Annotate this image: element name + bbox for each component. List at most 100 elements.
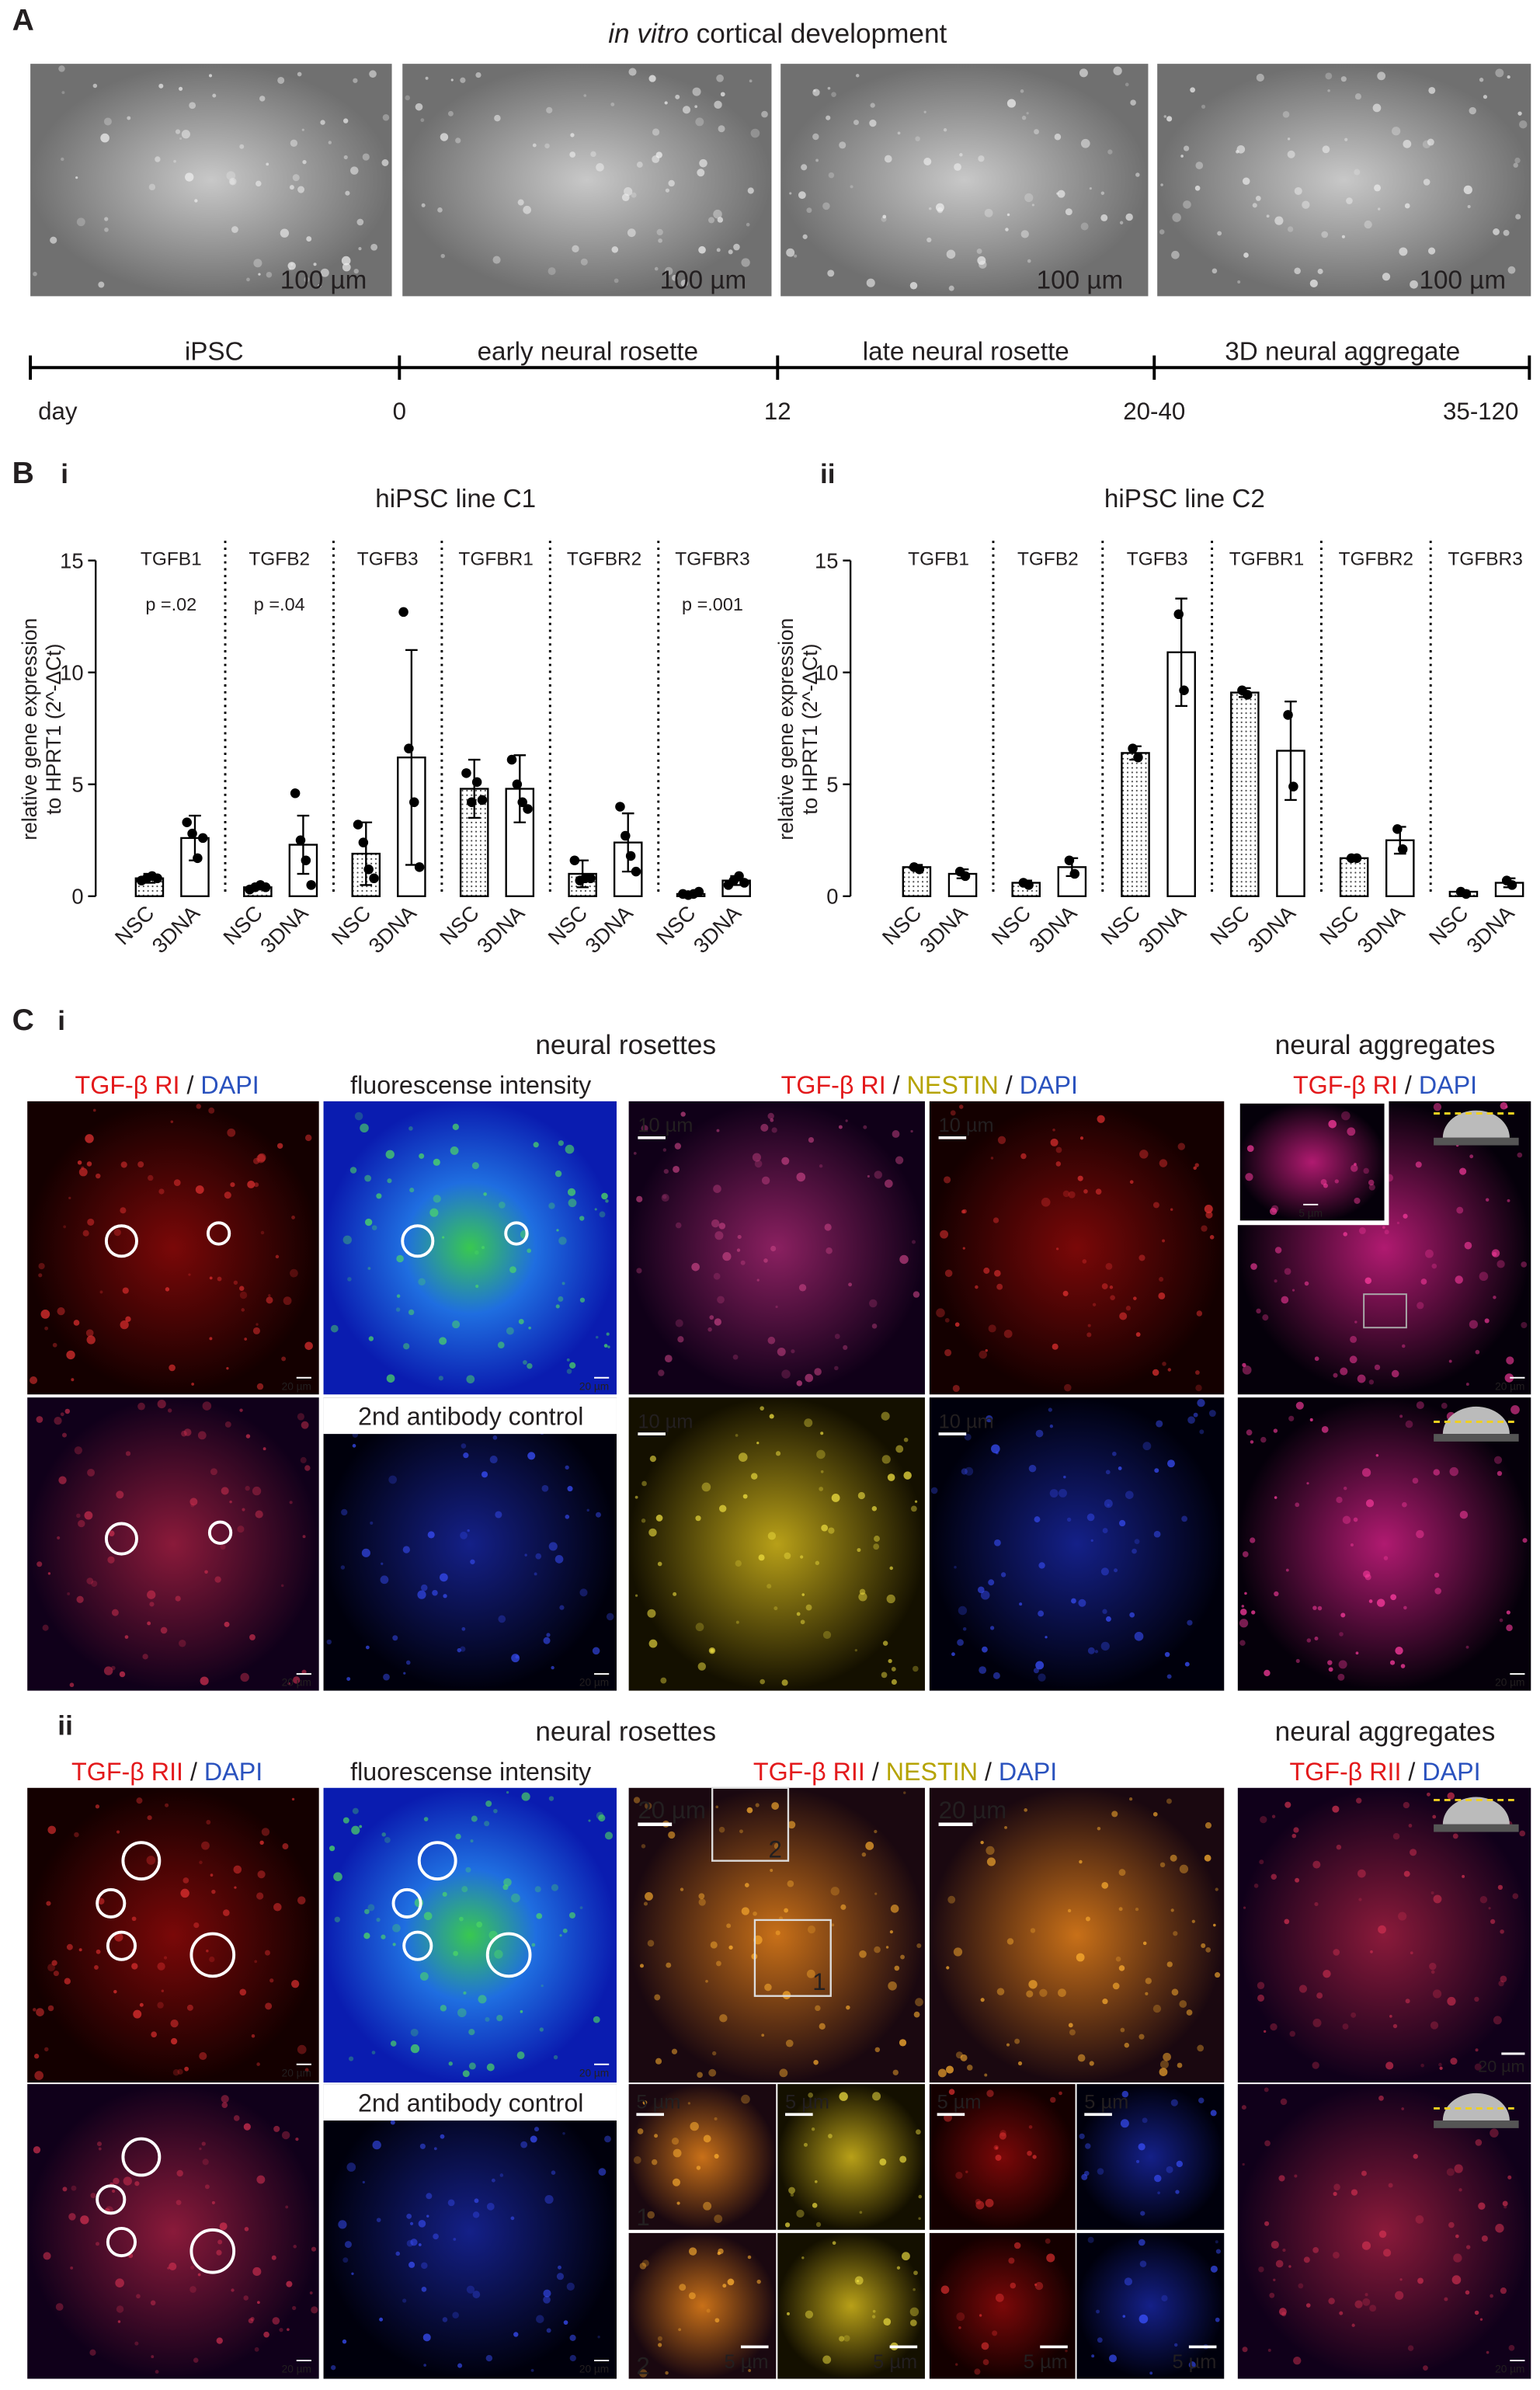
header-part: DAPI	[1422, 1758, 1480, 1786]
roi-circle	[401, 1224, 435, 1258]
texture	[641, 1519, 646, 1523]
texture	[1176, 2160, 1183, 2168]
scale-bar-label: 5 µm	[636, 2091, 680, 2113]
scale-bar-label: 5 µm	[873, 2351, 917, 2373]
texture	[903, 1791, 906, 1794]
texture	[361, 1548, 370, 1557]
texture	[491, 2178, 495, 2183]
texture	[858, 1592, 867, 1602]
texture	[122, 1287, 129, 1294]
texture	[1405, 1999, 1410, 2004]
texture	[1102, 1528, 1108, 1533]
roi-circle	[402, 1930, 433, 1961]
texture	[185, 172, 194, 182]
texture	[881, 1411, 890, 1421]
texture	[510, 2216, 515, 2221]
texture	[672, 274, 679, 281]
texture	[474, 2198, 479, 2204]
texture	[1031, 204, 1034, 207]
texture	[447, 110, 454, 117]
texture	[483, 1192, 487, 1196]
column-header: fluorescense intensity	[350, 1758, 592, 1786]
texture	[92, 1108, 96, 1112]
texture	[822, 2355, 832, 2364]
texture	[873, 1543, 880, 1550]
texture	[1336, 1496, 1343, 1504]
texture	[1430, 2021, 1439, 2030]
texture	[1170, 1208, 1173, 1211]
texture	[1097, 1115, 1105, 1123]
texture	[463, 1452, 469, 1459]
texture	[302, 159, 307, 165]
texture	[554, 1170, 562, 1178]
texture	[142, 1654, 148, 1660]
texture	[1474, 2310, 1479, 2315]
column-header: TGF-β RII / NESTIN / DAPI	[753, 1758, 1057, 1786]
texture	[1395, 2291, 1404, 2300]
texture	[634, 1495, 638, 1499]
texture	[952, 1384, 960, 1393]
texture	[293, 1676, 301, 1684]
texture	[882, 214, 887, 219]
texture	[1138, 2143, 1145, 2151]
texture	[639, 2263, 647, 2270]
texture	[1314, 1901, 1319, 1907]
texture	[874, 1946, 881, 1953]
texture	[1354, 169, 1361, 176]
texture	[727, 2278, 735, 2286]
texture	[47, 2005, 54, 2012]
texture	[673, 2148, 682, 2158]
texture	[418, 2243, 422, 2246]
texture	[71, 2185, 77, 2191]
texture	[839, 2336, 845, 2342]
texture	[1157, 2191, 1160, 2194]
texture	[1340, 76, 1347, 82]
texture	[770, 1245, 777, 1252]
texture	[1392, 1832, 1400, 1840]
texture	[55, 2303, 64, 2311]
texture	[281, 2131, 290, 2140]
texture	[527, 1452, 536, 1460]
texture	[1447, 1996, 1456, 2006]
data-point	[1507, 880, 1517, 890]
texture	[696, 2166, 701, 2170]
texture	[1323, 1969, 1331, 1978]
texture	[1342, 2023, 1349, 2030]
texture	[33, 2008, 37, 2012]
texture	[824, 1223, 832, 1231]
texture	[186, 2004, 193, 2011]
texture	[1515, 214, 1521, 220]
texture	[90, 2193, 96, 2199]
texture	[177, 2068, 183, 2075]
texture	[874, 1829, 878, 1834]
texture	[1506, 1356, 1514, 1365]
texture	[210, 1873, 214, 1877]
texture	[423, 2364, 426, 2367]
texture	[826, 115, 831, 120]
texture	[839, 2092, 848, 2101]
texture	[694, 105, 697, 109]
texture	[1067, 1908, 1072, 1913]
texture	[909, 2319, 917, 2326]
texture	[51, 1960, 57, 1966]
texture	[124, 1635, 129, 1639]
texture	[175, 129, 181, 134]
texture	[1447, 1792, 1455, 1800]
texture	[664, 1355, 673, 1362]
texture	[1309, 279, 1318, 288]
texture	[1391, 1369, 1399, 1378]
texture	[656, 228, 663, 236]
texture	[935, 203, 944, 212]
texture	[1438, 2062, 1442, 2067]
texture	[1138, 1254, 1145, 1261]
texture	[1125, 1306, 1132, 1311]
texture	[1361, 1468, 1371, 1477]
texture	[1215, 1887, 1218, 1891]
texture	[756, 1278, 760, 1282]
texture	[1215, 2249, 1221, 2254]
texture	[703, 2134, 711, 2143]
texture	[466, 1375, 475, 1384]
texture	[741, 2094, 750, 2104]
texture	[1211, 268, 1218, 274]
